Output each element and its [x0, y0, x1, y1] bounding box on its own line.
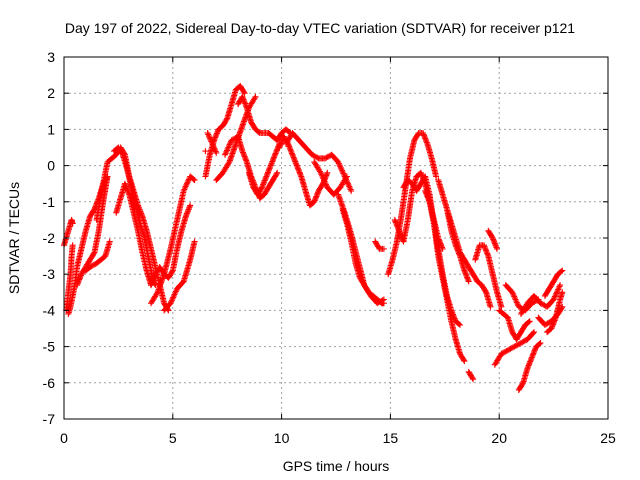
series-track-27 — [422, 187, 463, 328]
marker-path — [246, 140, 283, 198]
marker-path — [422, 187, 463, 328]
y-tick-label: 3 — [47, 49, 55, 65]
y-tick-label: -4 — [43, 302, 56, 318]
series-track-37 — [518, 282, 564, 317]
series-track-17 — [246, 140, 283, 198]
marker-path — [541, 267, 566, 299]
marker-path — [385, 130, 440, 278]
series-track-6 — [93, 148, 122, 223]
marker-path — [515, 340, 544, 393]
series-track-13 — [202, 83, 248, 180]
series-track-35 — [515, 340, 544, 393]
series-track-29 — [444, 206, 494, 310]
y-axis-label: SDTVAR / TECUs — [6, 182, 22, 294]
series-track-18 — [276, 133, 331, 209]
marker-path — [465, 368, 477, 383]
chart-title: Day 197 of 2022, Sidereal Day-to-day VTE… — [65, 20, 575, 36]
x-tick-label: 20 — [491, 430, 507, 446]
marker-path — [148, 173, 198, 307]
marker-path — [311, 159, 350, 198]
series-track-8 — [113, 180, 154, 289]
axis-ticks — [63, 56, 609, 420]
marker-path — [161, 238, 198, 314]
marker-path — [491, 329, 537, 368]
marker-path — [82, 238, 113, 274]
series-track-10 — [148, 202, 194, 289]
series-track-4 — [74, 173, 111, 289]
marker-path — [235, 93, 294, 144]
marker-path — [93, 148, 122, 223]
series-track-32 — [485, 227, 500, 252]
marker-path — [148, 202, 194, 289]
series-track-9 — [117, 144, 172, 314]
marker-path — [117, 144, 172, 314]
marker-path — [472, 242, 505, 310]
series-track-30 — [465, 368, 477, 383]
x-tick-label: 0 — [60, 430, 68, 446]
series-track-5 — [82, 238, 113, 274]
x-tick-label: 5 — [169, 430, 177, 446]
marker-path — [202, 148, 209, 155]
y-tick-label: 2 — [47, 85, 55, 101]
y-tick-label: -1 — [43, 194, 56, 210]
series-track-40 — [541, 267, 566, 299]
y-tick-label: -3 — [43, 266, 56, 282]
series-track-1 — [61, 216, 76, 249]
y-tick-label: 1 — [47, 121, 55, 137]
x-tick-labels: 0 5 10 15 20 25 — [60, 430, 616, 446]
y-tick-labels: -7 -6 -5 -4 -3 -2 -1 0 1 2 3 — [43, 49, 56, 427]
series-track-34 — [491, 329, 537, 368]
series-track-42 — [202, 148, 209, 155]
series-track-33 — [496, 307, 533, 343]
marker-path — [518, 282, 564, 317]
x-axis-label: GPS time / hours — [283, 458, 390, 474]
series-track-41 — [204, 130, 220, 156]
series-track-31 — [472, 242, 505, 310]
data-points — [61, 83, 566, 393]
x-tick-label: 25 — [600, 430, 616, 446]
marker-path — [496, 307, 533, 343]
y-tick-label: -2 — [43, 230, 56, 246]
series-track-20 — [311, 159, 350, 198]
marker-path — [202, 83, 248, 180]
series-track-39 — [544, 289, 566, 336]
marker-path — [204, 130, 220, 156]
x-tick-label: 15 — [383, 430, 399, 446]
x-tick-label: 10 — [274, 430, 290, 446]
marker-path — [74, 173, 111, 289]
series-track-22 — [335, 191, 387, 307]
marker-path — [335, 191, 387, 307]
marker-path — [61, 216, 76, 249]
marker-path — [544, 289, 566, 336]
y-tick-label: -7 — [43, 411, 56, 427]
marker-path — [276, 133, 331, 209]
marker-path — [113, 180, 154, 289]
series-track-11 — [148, 173, 198, 307]
series-track-23 — [372, 238, 387, 252]
series-track-24 — [385, 130, 440, 278]
y-tick-label: -5 — [43, 339, 56, 355]
y-tick-label: -6 — [43, 375, 56, 391]
marker-path — [444, 206, 494, 310]
y-tick-label: 0 — [47, 158, 55, 174]
marker-path — [372, 238, 387, 252]
series-track-12 — [161, 238, 198, 314]
marker-path — [485, 227, 500, 252]
series-track-16 — [235, 93, 294, 144]
